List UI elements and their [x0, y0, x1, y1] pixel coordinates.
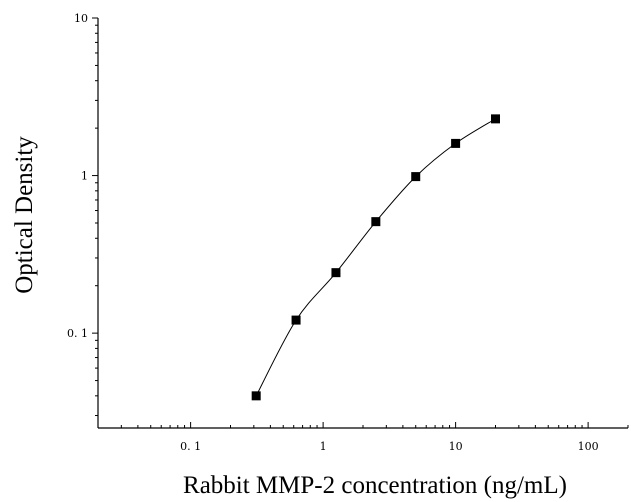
y-tick-label: 10: [74, 12, 88, 25]
fit-curve: [255, 118, 496, 397]
data-point: [291, 315, 301, 325]
data-point: [491, 114, 500, 124]
data-point: [331, 268, 341, 278]
tick-labels: 0. 1 1 10 100 0. 1 1 10: [67, 12, 599, 453]
x-tick-label: 1: [320, 440, 327, 453]
data-points: [251, 114, 500, 401]
x-tick-label: 0. 1: [180, 440, 201, 453]
y-axis-title: Optical Density: [11, 136, 38, 294]
x-tick-label: 100: [578, 440, 599, 453]
y-tick-label: 1: [81, 170, 88, 183]
data-point: [411, 172, 421, 182]
minor-ticks: [95, 24, 629, 428]
data-point: [451, 138, 461, 148]
major-ticks: [92, 17, 589, 428]
x-tick-label: 10: [449, 440, 463, 453]
axes: [97, 18, 628, 429]
x-axis-title: Rabbit MMP-2 concentration (ng/mL): [183, 472, 567, 499]
y-tick-label: 0. 1: [67, 327, 88, 340]
data-point: [371, 217, 381, 227]
data-point: [251, 391, 261, 401]
